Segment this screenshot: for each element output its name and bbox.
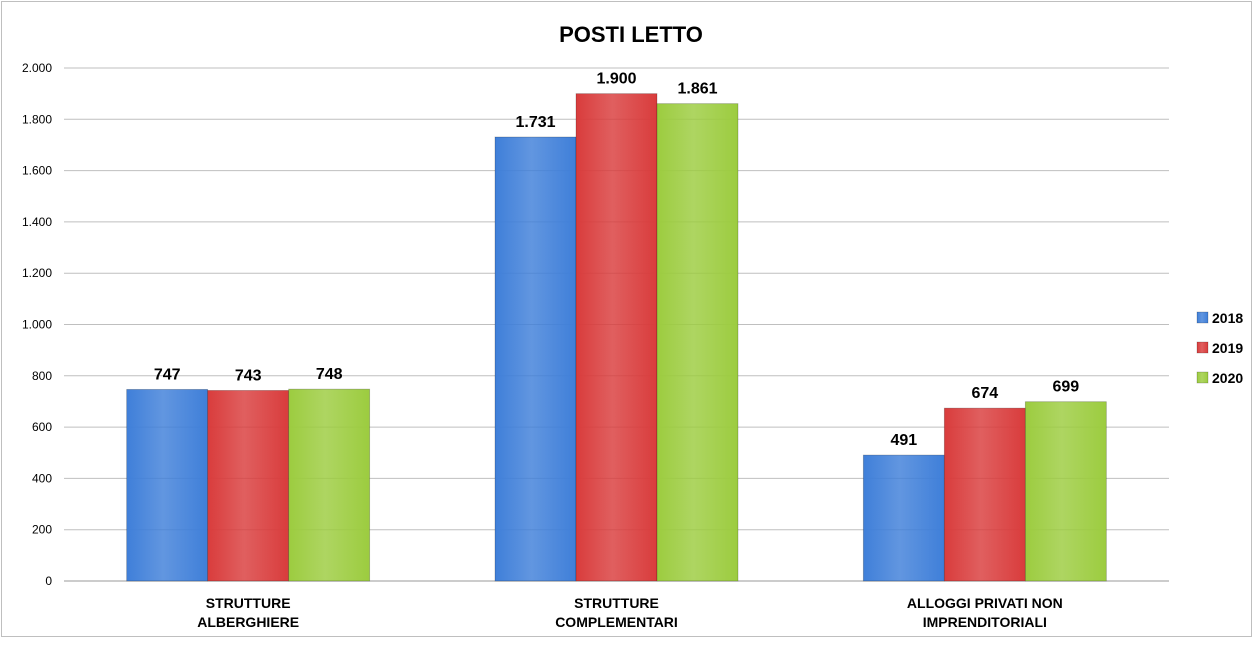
y-tick-label: 800: [32, 369, 52, 383]
bar-2019: [575, 93, 658, 582]
x-category-label: IMPRENDITORIALI: [923, 614, 1047, 630]
bar-2018: [862, 454, 945, 582]
data-label: 1.861: [677, 81, 717, 98]
y-tick-label: 1.800: [22, 112, 52, 126]
y-tick-label: 1.200: [22, 266, 52, 280]
y-tick-label: 1.000: [22, 318, 52, 332]
bar-2019: [943, 407, 1026, 582]
y-tick-label: 0: [45, 574, 52, 588]
bar-2020: [656, 103, 739, 582]
legend-swatch-2019: [1196, 341, 1209, 354]
x-category-label: STRUTTURE: [574, 595, 659, 611]
bar-2018: [494, 136, 577, 582]
data-label: 1.731: [515, 114, 555, 131]
y-tick-label: 1.600: [22, 164, 52, 178]
legend-swatch-2020: [1196, 371, 1209, 384]
bar-2018: [126, 388, 209, 582]
y-tick-label: 600: [32, 420, 52, 434]
x-category-label: ALBERGHIERE: [197, 614, 299, 630]
x-axis-categories: STRUTTURE ALBERGHIERE STRUTTURE COMPLEMENTA…: [197, 595, 1063, 630]
data-label: 1.900: [596, 71, 636, 88]
x-category-label: STRUTTURE: [206, 595, 291, 611]
y-tick-label: 1.400: [22, 215, 52, 229]
y-axis-ticks: 0 200 400 600 800 1.000 1.200 1.400 1.600 1.800 2.…: [22, 61, 52, 588]
bars: [126, 93, 1107, 582]
legend-label-2018: 2018: [1212, 310, 1243, 326]
y-tick-label: 2.000: [22, 61, 52, 75]
bar-2020: [1024, 401, 1107, 582]
data-label: 747: [154, 366, 181, 383]
data-label: 674: [971, 385, 998, 402]
data-labels: 747 743 748 1.731 1.900 1.861 491 674 699: [154, 71, 1079, 449]
data-label: 743: [235, 367, 262, 384]
legend: 2018 2019 2020: [1196, 310, 1243, 386]
x-category-label: COMPLEMENTARI: [555, 614, 678, 630]
data-label: 699: [1052, 379, 1079, 396]
x-category-label: ALLOGGI PRIVATI NON: [907, 595, 1063, 611]
legend-label-2019: 2019: [1212, 340, 1243, 356]
chart-title: POSTI LETTO: [559, 22, 703, 47]
y-tick-label: 200: [32, 523, 52, 537]
legend-label-2020: 2020: [1212, 370, 1243, 386]
data-label: 491: [890, 432, 917, 449]
bar-2020: [288, 388, 371, 582]
data-label: 748: [316, 366, 343, 383]
legend-swatch-2018: [1196, 311, 1209, 324]
y-tick-label: 400: [32, 471, 52, 485]
